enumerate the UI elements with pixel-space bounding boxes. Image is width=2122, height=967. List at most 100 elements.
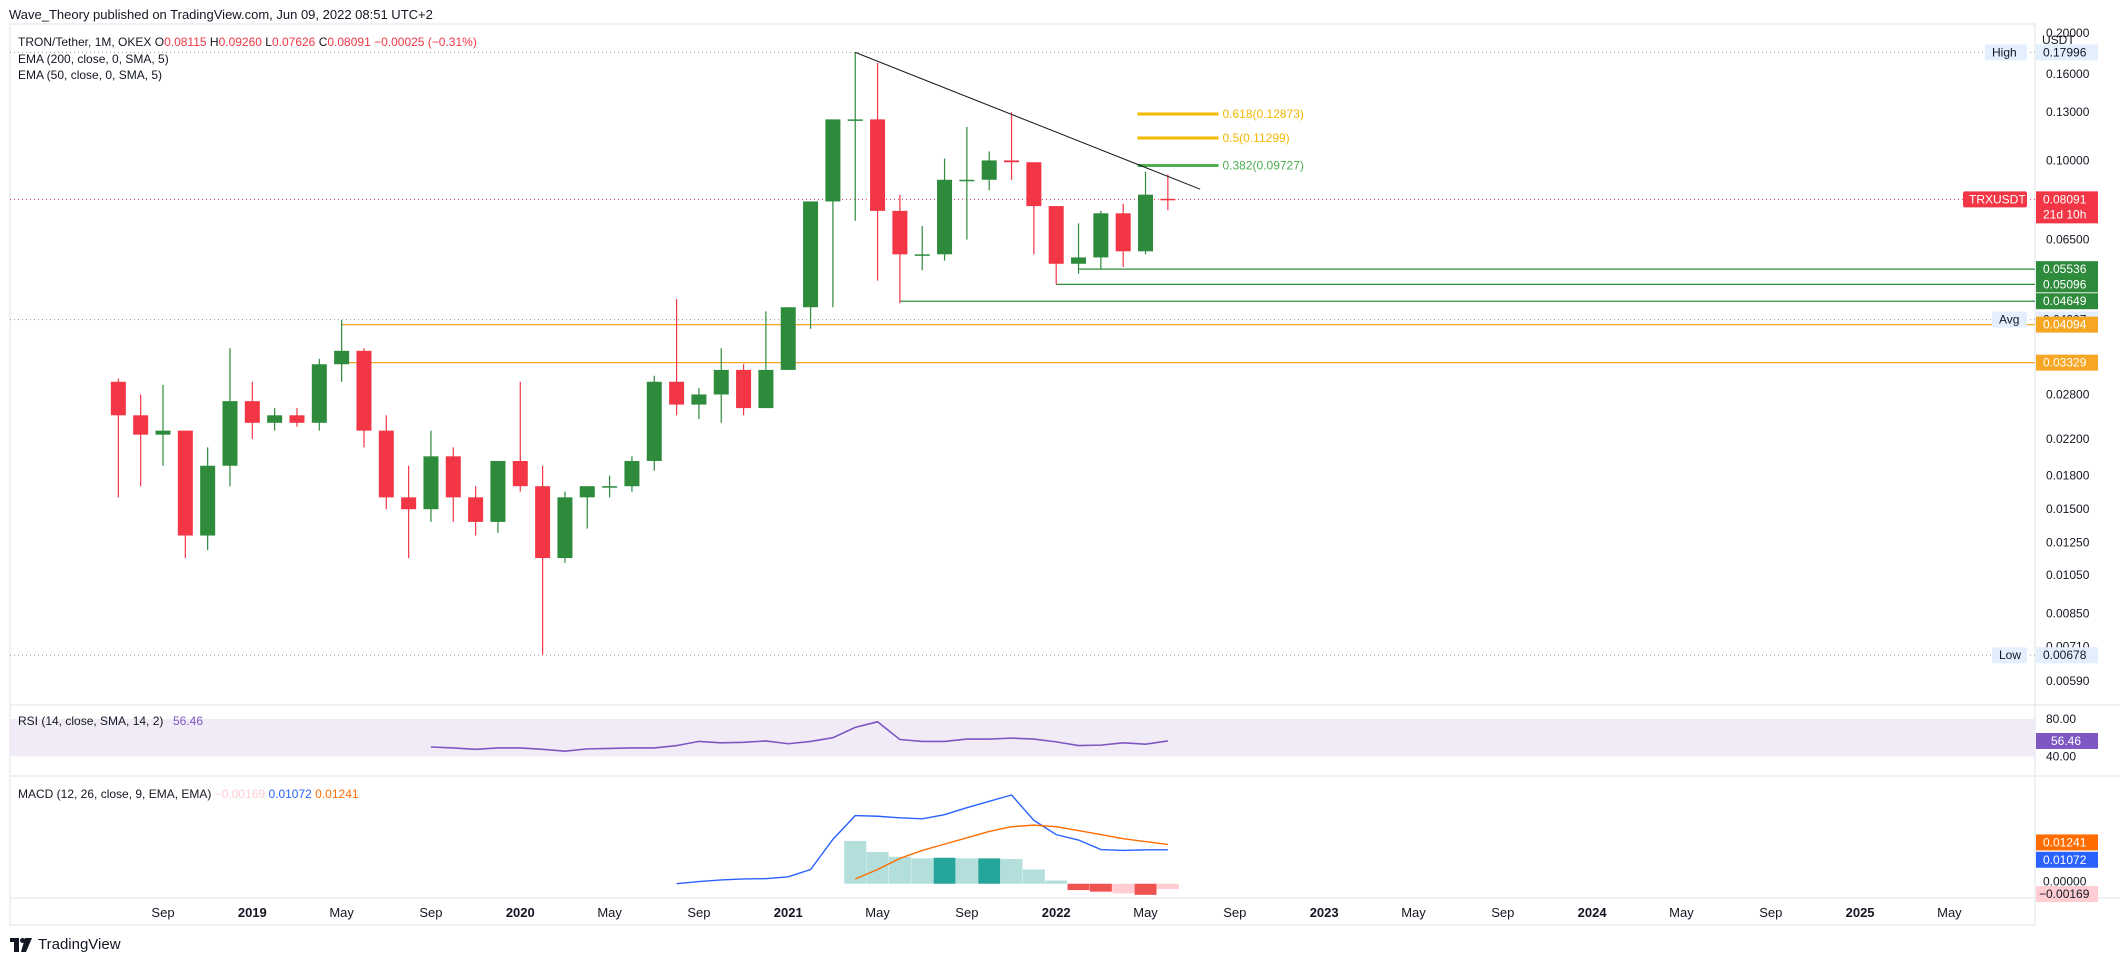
fib-label-2: 0.618(0.12873) [1223, 107, 1304, 121]
price-tick-label: 0.02800 [2046, 387, 2090, 401]
candle-body [378, 430, 394, 498]
tag-low: Low [1999, 648, 2021, 662]
candle-body [1071, 257, 1087, 264]
price-tick-label: 0.01250 [2046, 536, 2090, 550]
macd-hist-bar [978, 858, 1001, 884]
price-tick-label: 0.06500 [2046, 233, 2090, 247]
candle-body [959, 179, 975, 182]
rsi-header-value: 56.46 [173, 714, 203, 728]
candle-body [401, 497, 417, 510]
candle-body [110, 381, 126, 416]
time-tick-label: May [329, 905, 354, 920]
rsi-title: RSI (14, close, SMA, 14, 2) [18, 714, 163, 728]
candle-body [691, 394, 707, 405]
candle-body [512, 460, 528, 487]
ohlc-part-4: 0.09260 [219, 35, 266, 49]
time-tick-label: May [865, 905, 890, 920]
macd-hist-bar [911, 858, 934, 884]
candle-body [468, 497, 484, 522]
fib-label-1: 0.5(0.11299) [1223, 131, 1290, 145]
macd-axis-box: 0.01072 [2043, 853, 2087, 867]
footer-brand-text: TradingView [38, 936, 121, 953]
price-box-0.04649: 0.04649 [2043, 294, 2087, 308]
time-tick-label: May [1669, 905, 1694, 920]
price-header: TRON/Tether, 1M, OKEX O0.08115 H0.09260 … [18, 35, 477, 82]
time-tick-label: Sep [1759, 905, 1782, 920]
candle-body [289, 415, 305, 423]
candle-body [624, 460, 640, 487]
time-tick-label: Sep [419, 905, 442, 920]
rsi-tick-label: 40.00 [2046, 749, 2076, 763]
price-box-bg-low [2036, 647, 2098, 664]
bar-countdown: 21d 10h [2043, 207, 2086, 221]
macd-hist-bar [1022, 869, 1045, 884]
time-tick-label: Sep [151, 905, 174, 920]
price-tick-label: 0.13000 [2046, 105, 2090, 119]
macd-axis-box-bg [2036, 873, 2098, 890]
macd-header-part-3: 0.01241 [315, 787, 359, 801]
macd-hist-bar [888, 856, 911, 884]
ohlc-part-3: H [210, 35, 219, 49]
price-tick-label: 0.01800 [2046, 469, 2090, 483]
ohlc-part-2: 0.08115 [164, 35, 210, 49]
candle-body [535, 486, 551, 559]
candle-body [825, 119, 841, 202]
time-tick-label: 2020 [506, 905, 535, 920]
macd-hist-bar [1089, 883, 1112, 892]
candle-body [222, 401, 238, 466]
time-tick-label: May [1401, 905, 1426, 920]
tag-high: High [1992, 45, 2017, 59]
time-tick-label: 2024 [1578, 905, 1608, 920]
candle-body [736, 369, 752, 409]
macd-axis-box-bg [2036, 851, 2098, 868]
tag-avg: Avg [1999, 313, 2019, 327]
indicator-legend-1: EMA (50, close, 0, SMA, 5) [18, 68, 162, 82]
price-tick-label: 0.10000 [2046, 153, 2090, 167]
candle-body [1160, 198, 1176, 201]
candle-body [758, 369, 774, 409]
candle-body [579, 486, 595, 498]
macd-line [676, 794, 1168, 885]
candle-body [646, 381, 662, 461]
price-box-0.05536-bg [2036, 261, 2098, 278]
macd-hist-bar [1000, 859, 1023, 884]
price-tick-label: 0.01500 [2046, 502, 2090, 516]
time-tick-label: May [597, 905, 622, 920]
candle-body [780, 307, 796, 370]
currency-label: USDT [2042, 33, 2075, 47]
time-tick-label: 2019 [238, 905, 267, 920]
tag-high-bg [1985, 44, 2027, 61]
candle-body [155, 430, 171, 435]
candle-body [1138, 194, 1154, 252]
symbol-ohlc-line: TRON/Tether, 1M, OKEX O0.08115 H0.09260 … [18, 35, 477, 49]
candle-body [981, 160, 997, 180]
price-box-0.03329-bg [2036, 354, 2098, 371]
candle-body [311, 364, 327, 423]
macd-header-part-1: −0.00169 [215, 787, 269, 801]
price-box-bg-high [2036, 44, 2098, 61]
ohlc-part-1: O [155, 35, 164, 49]
price-box-0.04094-bg [2036, 316, 2098, 333]
time-tick-label: Sep [1223, 905, 1246, 920]
candle-body [937, 179, 953, 255]
indicator-legend-0: EMA (200, close, 0, SMA, 5) [18, 52, 169, 66]
rsi-tick-label: 80.00 [2046, 712, 2076, 726]
candle-body [423, 456, 439, 510]
candle-body [1004, 160, 1020, 163]
macd-hist-bar [955, 858, 978, 884]
tradingview-logo-icon [10, 937, 32, 952]
price-box-low: 0.00678 [2043, 648, 2087, 662]
price-tick-label: 0.02200 [2046, 432, 2090, 446]
candle-body [557, 497, 573, 559]
macd-hist-bar [844, 840, 867, 884]
macd-axis-box: 0.01241 [2043, 835, 2087, 849]
macd-plot [676, 794, 1179, 895]
candle-body [1026, 162, 1042, 207]
price-box-0.05536: 0.05536 [2043, 262, 2087, 276]
macd-hist-bar [1156, 883, 1179, 890]
ohlc-part-0: TRON/Tether, 1M, OKEX [18, 35, 155, 49]
price-box-0.05096: 0.05096 [2043, 277, 2087, 291]
macd-hist-bar [1112, 883, 1135, 894]
